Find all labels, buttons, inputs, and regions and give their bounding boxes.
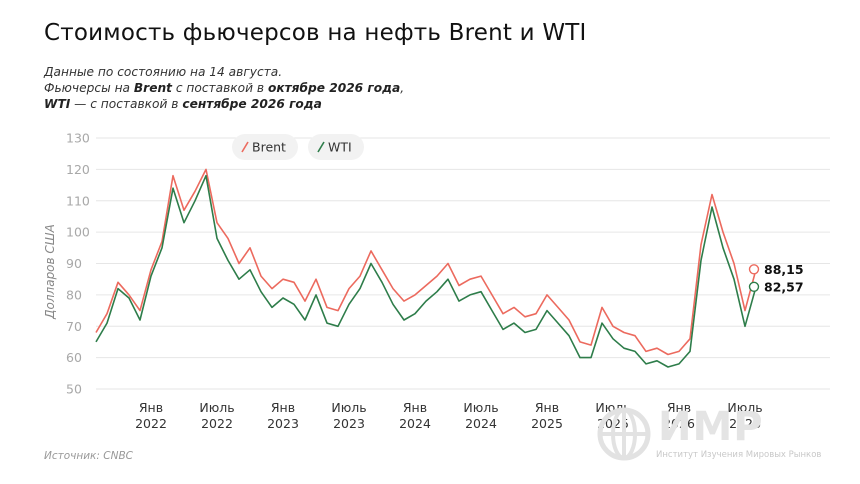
source-note: Источник: CNBC [44, 450, 133, 462]
x-tick-label: Июль [331, 400, 366, 415]
x-tick-label-year: 2026 [729, 416, 761, 431]
x-tick-label-year: 2022 [201, 416, 233, 431]
x-tick-label: Янв [271, 400, 295, 415]
legend: Brent WTI [232, 134, 364, 160]
end-value-label-wti: 82,57 [764, 279, 804, 294]
globe-icon [597, 407, 651, 461]
legend-swatch [241, 141, 249, 153]
subtitle-line-2: Фьючерсы на Brent с поставкой в октябре … [44, 80, 404, 96]
y-tick-layer: 50 60 70 80 90 100 110 120 130 [66, 131, 90, 397]
x-tick-label: Июль [463, 400, 498, 415]
x-tick-label: Янв [667, 400, 691, 415]
x-tick-label: Июль [199, 400, 234, 415]
legend-pill [232, 134, 298, 160]
x-tick-label-year: 2026 [663, 416, 695, 431]
x-tick-label: Янв [535, 400, 559, 415]
y-axis-label: Долларов США [43, 224, 57, 320]
x-tick-label-year: 2025 [531, 416, 563, 431]
legend-label: Brent [252, 140, 286, 155]
logo: ИМР Институт Изучения Мировых Рынков [596, 404, 828, 466]
legend-item-wti: WTI [308, 134, 364, 160]
y-tick-label: 120 [66, 162, 90, 177]
x-tick-label: Июль [727, 400, 762, 415]
y-tick-label: 70 [66, 319, 82, 334]
end-labels: 88,15 82,57 [748, 262, 804, 294]
x-tick-label: Янв [403, 400, 427, 415]
y-tick-label: 100 [66, 225, 90, 240]
y-tick-label: 80 [66, 287, 82, 302]
y-tick-label: 110 [66, 193, 90, 208]
x-tick-label: Янв [139, 400, 163, 415]
grid-layer [96, 137, 830, 390]
chart-subtitle: Данные по состоянию на 14 августа. Фьюче… [44, 64, 404, 112]
subtitle-bold: Brent [133, 81, 172, 95]
y-tick-label: 50 [66, 382, 82, 397]
x-tick-label-year: 2023 [333, 416, 365, 431]
chart-title: Стоимость фьючерсов на нефть Brent и WTI [44, 20, 587, 46]
legend-pill [308, 134, 364, 160]
subtitle-text: с поставкой в [171, 81, 268, 95]
x-tick-label-year: 2024 [399, 416, 431, 431]
x-tick-label-year: 2022 [135, 416, 167, 431]
legend-label: WTI [328, 140, 352, 155]
x-tick-layer: Янв2022Июль2022Янв2023Июль2023Янв2024Июл… [135, 400, 763, 431]
logo-subtitle: Институт Изучения Мировых Рынков [656, 450, 822, 460]
subtitle-text: Фьючерсы на [44, 81, 134, 95]
legend-swatch [317, 141, 325, 153]
y-tick-label: 90 [66, 256, 82, 271]
end-marker-brent [748, 264, 760, 275]
subtitle-bold: октябре 2026 года [267, 81, 401, 95]
end-marker-wti [748, 281, 760, 293]
subtitle-line-1: Данные по состоянию на 14 августа. [44, 65, 283, 79]
subtitle-line-3: WTI — с поставкой в сентябре 2026 года [44, 96, 404, 112]
subtitle-text: — с поставкой в [70, 97, 183, 111]
y-tick-label: 60 [66, 350, 82, 365]
subtitle-text: , [400, 81, 405, 95]
subtitle-bold: WTI [44, 97, 71, 111]
series-line-wti [95, 174, 757, 368]
legend-item-brent: Brent [232, 134, 298, 160]
subtitle-bold: сентябре 2026 года [182, 97, 322, 111]
x-tick-label-year: 2024 [465, 416, 497, 431]
x-tick-label-year: 2023 [267, 416, 299, 431]
logo-wordmark: ИМР [658, 404, 764, 450]
end-value-label-brent: 88,15 [764, 262, 804, 277]
series-line-brent [95, 168, 757, 356]
series-layer [95, 168, 757, 368]
y-tick-label: 130 [66, 131, 90, 146]
